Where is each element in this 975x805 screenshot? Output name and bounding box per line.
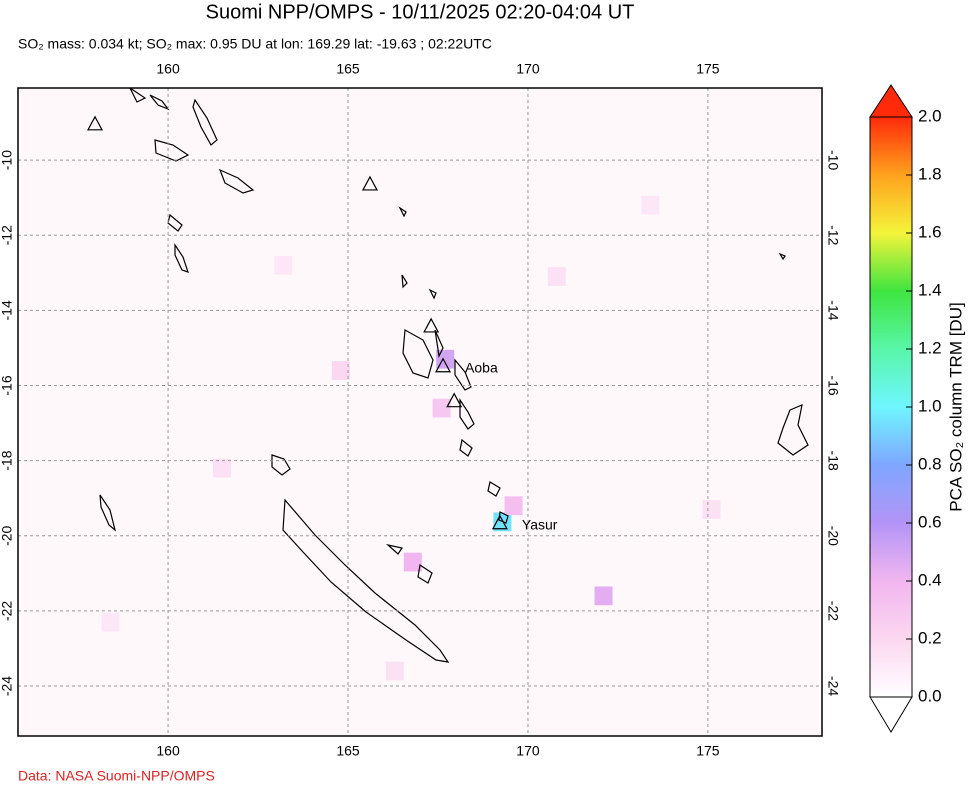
x-tick-label: 165 (336, 743, 360, 759)
y-tick-label: -12 (825, 225, 841, 245)
x-tick-label: 165 (336, 61, 360, 77)
y-tick-label: -14 (825, 300, 841, 320)
so2-pixel (547, 267, 566, 286)
colorbar-tick-label: 1.8 (918, 164, 942, 183)
colorbar-label: PCA SO₂ column TRM [DU] (946, 302, 965, 511)
x-tick-label: 160 (156, 743, 180, 759)
y-tick-label: -14 (0, 300, 15, 320)
y-tick-label: -24 (825, 676, 841, 696)
colorbar-tick-label: 0.2 (918, 628, 942, 647)
so2-pixel (504, 496, 523, 516)
map-frame (17, 87, 823, 737)
coastlines (99, 88, 809, 663)
y-tick-label: -18 (825, 451, 841, 471)
colorbar-tick-label: 0.6 (918, 512, 942, 531)
y-tick-label: -18 (0, 450, 15, 470)
so2-pixel (331, 361, 350, 380)
map-layer (101, 195, 721, 681)
volcano-marker (361, 175, 378, 191)
so2-pixel (101, 612, 120, 632)
colorbar-tick-label: 0.8 (918, 454, 942, 473)
so2-pixel (403, 552, 422, 572)
so2-pixel (432, 398, 451, 418)
volcano-label: Aoba (465, 359, 498, 375)
subtitle: SO₂ mass: 0.034 kt; SO₂ max: 0.95 DU at … (18, 36, 492, 52)
y-tick-label: -16 (0, 375, 15, 395)
so2-pixel (213, 458, 232, 478)
colorbar-extend-bottom (869, 696, 913, 733)
volcano-marker (491, 514, 508, 530)
y-tick-label: -12 (0, 225, 15, 245)
colorbar (869, 116, 913, 698)
x-tick-label: 175 (696, 743, 720, 759)
x-tick-label: 175 (696, 61, 720, 77)
so2-pixel (385, 661, 404, 681)
so2-pixel (594, 586, 613, 606)
axes: 160 160 165 165 170 170 175 175 -10 -10 -12 -12 -14 -… (0, 61, 841, 759)
so2-pixel (702, 500, 721, 519)
y-tick-label: -22 (825, 601, 841, 621)
y-tick-label: -10 (0, 150, 15, 170)
chart-title: Suomi NPP/OMPS - 10/11/2025 02:20-04:04 … (206, 1, 635, 23)
colorbar-tick-label: 0.0 (918, 686, 942, 705)
colorbar-extend-top (869, 84, 913, 118)
x-tick-label: 160 (156, 61, 180, 77)
x-tick-label: 170 (516, 743, 540, 759)
y-tick-label: -20 (825, 526, 841, 546)
y-tick-label: -10 (825, 150, 841, 170)
colorbar-tick-label: 0.4 (918, 570, 942, 589)
colorbar-tick-label: 1.0 (918, 396, 942, 415)
y-tick-label: -24 (0, 676, 15, 696)
x-tick-label: 170 (516, 61, 540, 77)
y-tick-label: -20 (0, 525, 15, 545)
colorbar-tick-label: 1.4 (918, 280, 942, 299)
so2-pixel (641, 195, 660, 215)
y-tick-label: -16 (825, 375, 841, 395)
y-tick-label: -22 (0, 601, 15, 621)
so2-pixel (274, 255, 293, 275)
volcano-marker (446, 392, 463, 408)
volcano-marker (87, 115, 104, 131)
volcano-marker (435, 357, 452, 373)
volcano-marker (423, 317, 440, 333)
colorbar-tick-label: 2.0 (918, 106, 942, 125)
source: Data: NASA Suomi-NPP/OMPS (18, 768, 215, 784)
colorbar-tick-label: 1.2 (918, 338, 942, 357)
colorbar-tick-label: 1.6 (918, 222, 942, 241)
map-background (18, 88, 822, 736)
volcano-label: Yasur (522, 516, 558, 532)
